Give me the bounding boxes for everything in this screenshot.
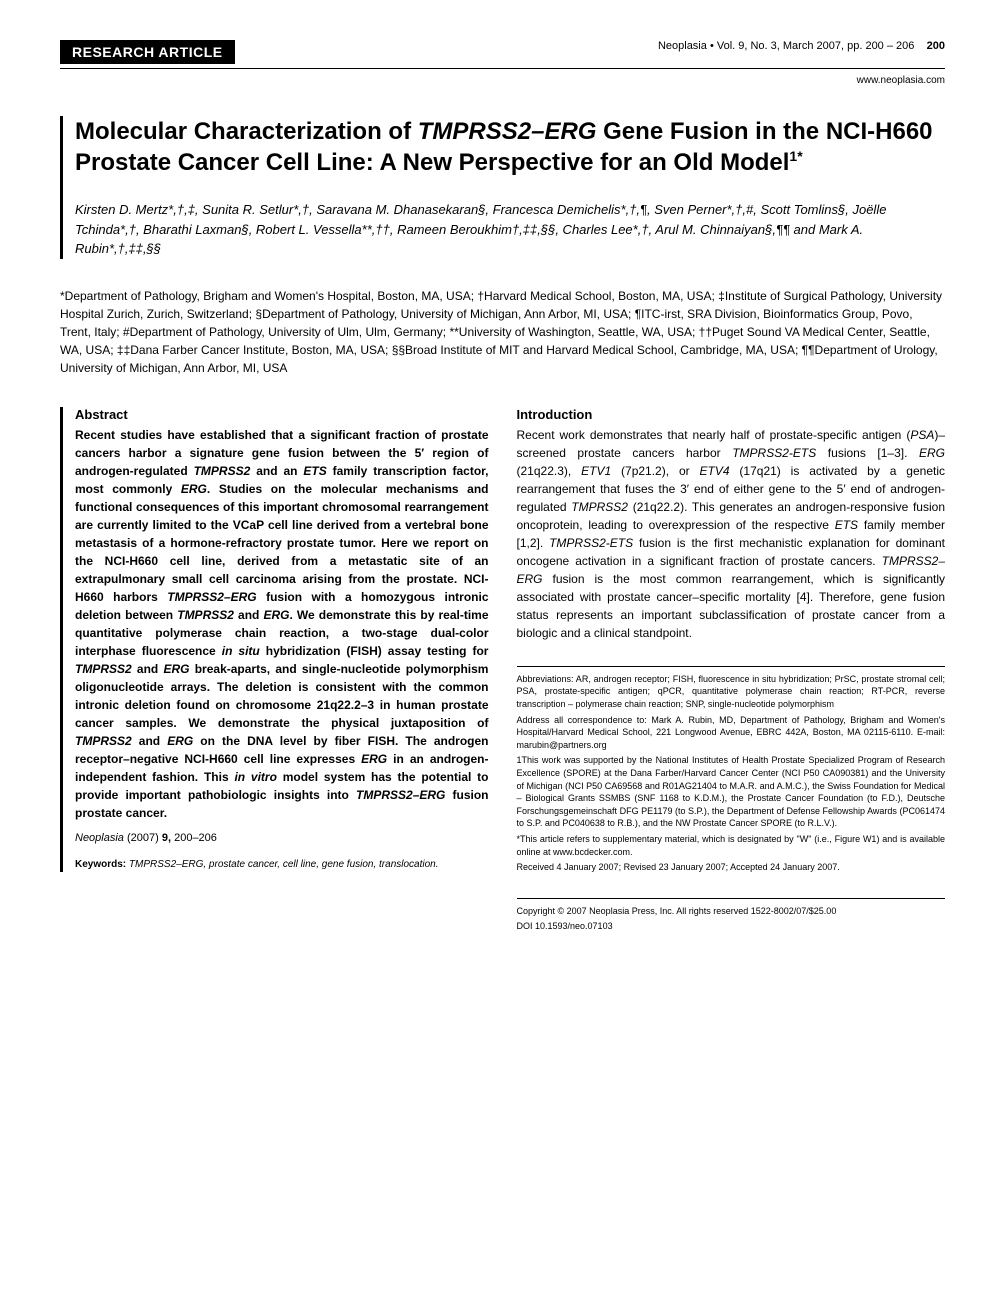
citation-volume: 9,	[162, 832, 171, 844]
footnote-doi: DOI 10.1593/neo.07103	[517, 920, 946, 933]
article-title: Molecular Characterization of TMPRSS2–ER…	[75, 116, 945, 178]
footnote-supplementary: *This article refers to supplementary ma…	[517, 833, 946, 858]
footnote-abbreviations: Abbreviations: AR, androgen receptor; FI…	[517, 673, 946, 711]
journal-info: Neoplasia • Vol. 9, No. 3, March 2007, p…	[658, 40, 945, 52]
bullet-icon: •	[710, 40, 717, 52]
abstract-body: Recent studies have established that a s…	[75, 426, 489, 822]
citation-detail: (2007)	[124, 832, 162, 844]
citation-line: Neoplasia (2007) 9, 200–206	[75, 832, 489, 844]
footnote-copyright: Copyright © 2007 Neoplasia Press, Inc. A…	[517, 905, 946, 918]
top-bar: RESEARCH ARTICLE Neoplasia • Vol. 9, No.…	[60, 40, 945, 64]
left-column: Abstract Recent studies have established…	[60, 407, 489, 936]
title-part1: Molecular Characterization of	[75, 118, 418, 145]
introduction-body: Recent work demonstrates that nearly hal…	[517, 426, 946, 642]
header-divider	[60, 68, 945, 69]
footnote-received: Received 4 January 2007; Revised 23 Janu…	[517, 861, 946, 874]
keywords-label: Keywords:	[75, 859, 126, 870]
research-article-badge: RESEARCH ARTICLE	[60, 40, 235, 64]
journal-name: Neoplasia	[658, 40, 707, 52]
affiliations: *Department of Pathology, Brigham and Wo…	[60, 287, 945, 377]
keywords-line: Keywords: TMPRSS2–ERG, prostate cancer, …	[75, 858, 489, 872]
citation-pages: 200–206	[171, 832, 217, 844]
right-column: Introduction Recent work demonstrates th…	[517, 407, 946, 936]
introduction-heading: Introduction	[517, 407, 946, 422]
abstract-block: Abstract Recent studies have established…	[60, 407, 489, 872]
page: RESEARCH ARTICLE Neoplasia • Vol. 9, No.…	[0, 0, 1005, 976]
title-gene: TMPRSS2–ERG	[418, 118, 597, 145]
citation-journal: Neoplasia	[75, 832, 124, 844]
footnotes-block: Abbreviations: AR, androgen receptor; FI…	[517, 673, 946, 933]
page-number: 200	[927, 40, 945, 52]
website-url: www.neoplasia.com	[60, 75, 945, 86]
footnote-funding: 1This work was supported by the National…	[517, 754, 946, 830]
keywords-text: TMPRSS2–ERG, prostate cancer, cell line,…	[126, 859, 438, 870]
title-superscript: 1*	[789, 148, 802, 164]
abstract-heading: Abstract	[75, 407, 489, 422]
title-block: Molecular Characterization of TMPRSS2–ER…	[60, 116, 945, 259]
footnote-divider	[517, 666, 946, 667]
two-column-layout: Abstract Recent studies have established…	[60, 407, 945, 936]
footnote-correspondence: Address all correspondence to: Mark A. R…	[517, 714, 946, 752]
authors-list: Kirsten D. Mertz*,†,‡, Sunita R. Setlur*…	[75, 200, 945, 259]
copyright-divider	[517, 898, 946, 899]
volume-info: Vol. 9, No. 3, March 2007, pp. 200 – 206	[717, 40, 915, 52]
